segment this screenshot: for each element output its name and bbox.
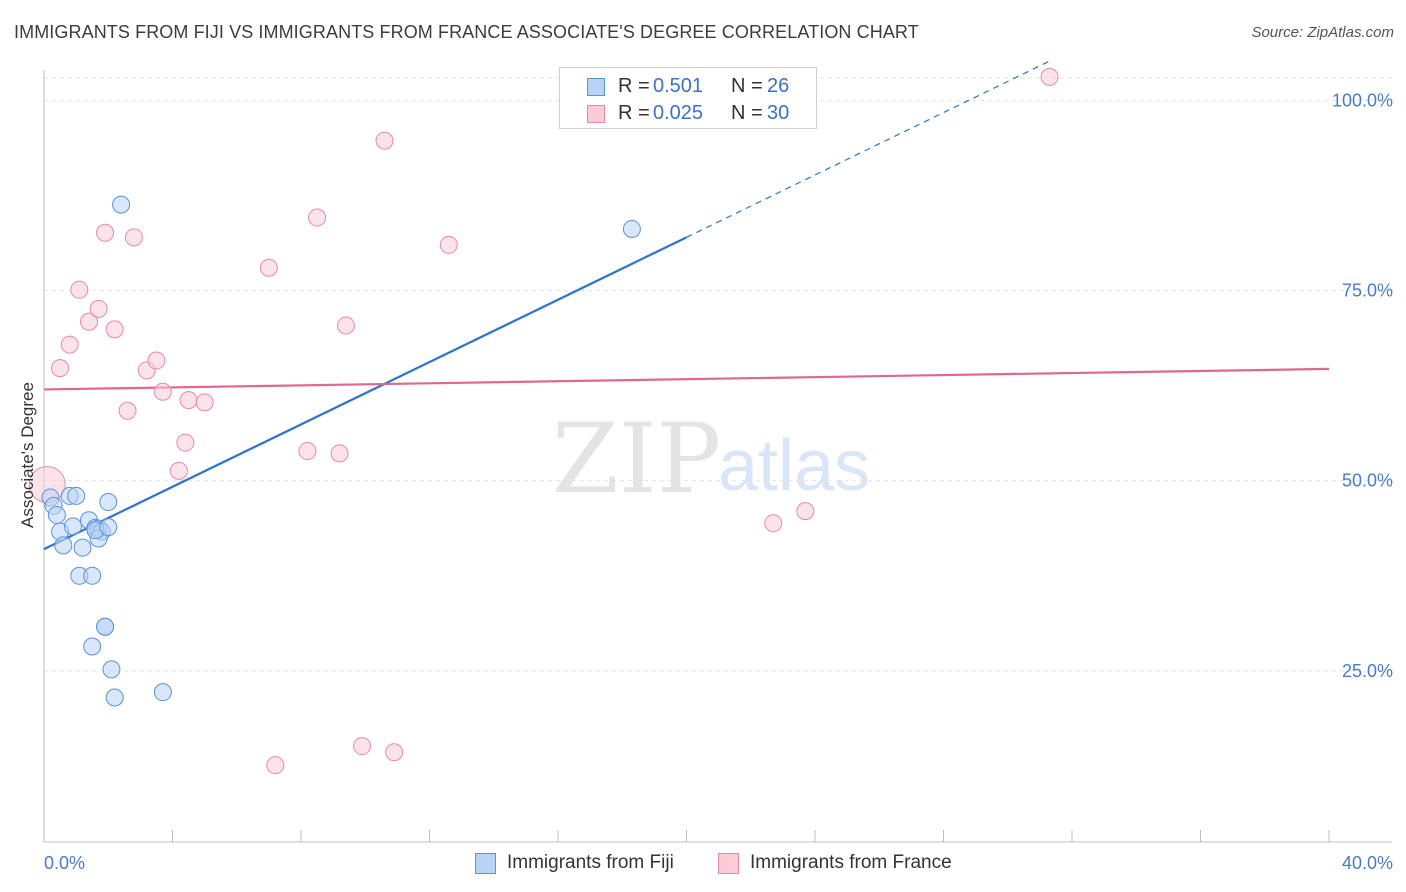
france-point-20: [308, 208, 327, 227]
france-point-2: [60, 335, 79, 354]
fiji-point-18: [96, 617, 115, 636]
stats-row-fiji: R = 0.501 N = 26: [560, 75, 816, 101]
france-point-15: [179, 391, 198, 410]
fiji-point-25: [153, 683, 172, 702]
fiji-point-21: [99, 493, 118, 512]
watermark-zip: ZIP: [552, 403, 721, 515]
trend-lines: [43, 60, 1330, 551]
legend-france-swatch-icon: [718, 853, 739, 874]
france-point-1: [51, 359, 70, 378]
legend-france-label: Immigrants from France: [750, 852, 952, 873]
france-point-16: [195, 393, 214, 412]
france-point-7: [105, 320, 124, 339]
france-point-19: [298, 442, 317, 461]
france-point-24: [375, 131, 394, 150]
fiji-swatch-icon: [587, 78, 605, 96]
x-tick-label-max: 40.0%: [1342, 853, 1393, 873]
fiji-trend-line-extension: [686, 60, 1050, 238]
legend-fiji-label: Immigrants from Fiji: [507, 852, 674, 873]
france-point-13: [169, 461, 188, 480]
fiji-point-19: [83, 566, 102, 585]
gridlines: [44, 77, 1392, 672]
data-points: [28, 67, 1059, 775]
y-tick-label-100: 100.0%: [1332, 90, 1393, 110]
fiji-point-20: [99, 518, 118, 537]
fiji-r-value: 0.501: [653, 75, 704, 97]
france-point-6: [96, 223, 115, 242]
watermark: ZIP atlas: [552, 403, 870, 515]
fiji-r-label: R =: [618, 75, 650, 97]
axis-labels: Associate's Degree 25.0% 50.0% 75.0% 100.0%…: [18, 90, 1393, 873]
france-point-4: [79, 312, 98, 331]
france-point-17: [259, 258, 278, 277]
france-point-29: [1040, 67, 1059, 86]
fiji-point-6: [63, 517, 82, 536]
france-point-8: [118, 401, 137, 420]
fiji-point-7: [67, 486, 86, 505]
legend-fiji[interactable]: Immigrants from Fiji: [475, 851, 705, 877]
fiji-n-value: 26: [767, 75, 790, 97]
france-point-5: [89, 299, 108, 318]
fiji-point-24: [112, 195, 131, 214]
stats-row-france: R = 0.025 N = 30: [560, 102, 816, 128]
france-point-11: [147, 351, 166, 370]
france-point-27: [764, 514, 783, 533]
legend-fiji-swatch-icon: [475, 853, 496, 874]
france-r-label: R =: [618, 102, 650, 124]
fiji-point-26: [622, 219, 641, 238]
france-point-25: [385, 743, 404, 762]
y-tick-label-50: 50.0%: [1342, 471, 1393, 491]
stats-legend-box: R = 0.501 N = 26 R = 0.025 N = 30: [559, 67, 817, 129]
france-trend-line: [43, 367, 1330, 391]
france-n-value: 30: [767, 102, 790, 124]
france-point-12: [153, 382, 172, 401]
y-tick-label-75: 75.0%: [1342, 281, 1393, 301]
france-point-22: [336, 316, 355, 335]
x-tick-label-min: 0.0%: [44, 853, 85, 873]
france-point-3: [70, 280, 89, 299]
fiji-point-22: [102, 660, 121, 679]
france-point-18: [266, 756, 285, 775]
fiji-point-9: [73, 538, 92, 557]
watermark-atlas: atlas: [718, 426, 870, 506]
france-point-23: [353, 737, 372, 756]
fiji-point-11: [83, 637, 102, 656]
chart-source: Source: ZipAtlas.com: [1251, 24, 1394, 41]
fiji-point-4: [54, 536, 73, 555]
fiji-point-23: [105, 688, 124, 707]
france-swatch-icon: [587, 105, 605, 123]
y-axis-label: Associate's Degree: [18, 382, 37, 528]
france-point-21: [330, 444, 349, 463]
france-point-14: [176, 433, 195, 452]
france-r-value: 0.025: [653, 102, 704, 124]
fiji-trend-line: [43, 236, 687, 551]
legend-france[interactable]: Immigrants from France: [718, 851, 978, 877]
france-point-28: [796, 502, 815, 521]
fiji-n-label: N =: [731, 75, 763, 97]
fiji-point-2: [47, 505, 66, 524]
y-tick-label-25: 25.0%: [1342, 661, 1393, 681]
france-point-26: [439, 235, 458, 254]
axes: [43, 70, 1392, 843]
chart-title: IMMIGRANTS FROM FIJI VS IMMIGRANTS FROM …: [14, 22, 919, 42]
france-n-label: N =: [731, 102, 763, 124]
france-point-9: [124, 228, 143, 247]
